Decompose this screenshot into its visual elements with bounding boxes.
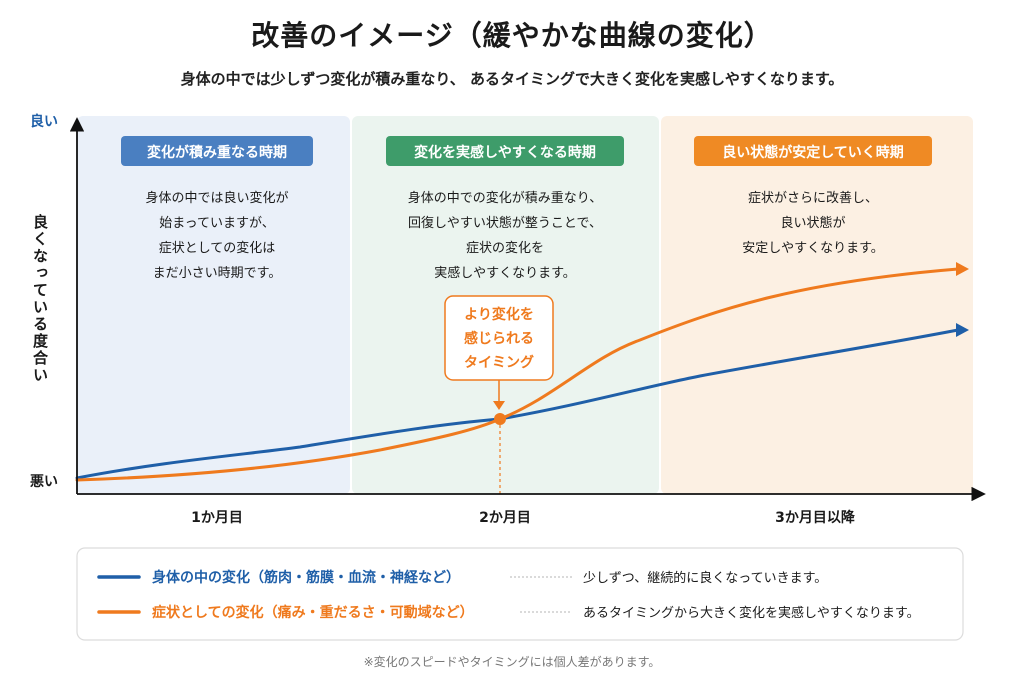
timing-callout-line: より変化を (464, 306, 534, 323)
phase-1-text-line: 始まっていますが、 (159, 216, 275, 231)
phase-3-badge (694, 136, 932, 166)
timing-point-marker (494, 413, 506, 425)
legend-symptom-desc: あるタイミングから大きく変化を実感しやすくなります。 (583, 605, 920, 621)
page-subtitle: 身体の中では少しずつ変化が積み重なり、 あるタイミングで大きく変化を実感しやすく… (180, 70, 844, 88)
footnote: ※変化のスピードやタイミングには個人差があります。 (363, 655, 661, 669)
y-axis-top-label: 良い (30, 113, 58, 130)
legend-box (76, 547, 964, 641)
legend-body-name: 身体の中の変化（筋肉・筋膜・血流・神経など） (152, 569, 460, 586)
phase-2-text-line: 実感しやすくなります。 (434, 265, 576, 281)
phase-3-text-line: 症状がさらに改善し、 (748, 190, 878, 206)
phase-2-text-line: 症状の変化を (466, 240, 544, 256)
timing-callout-line: タイミング (464, 354, 534, 371)
phase-2-text-line: 身体の中での変化が積み重なり、 (408, 190, 602, 206)
phase-2-badge-label: 変化を実感しやすくなる時期 (414, 144, 596, 161)
phase-1-badge (121, 136, 313, 166)
phase-3-text-line: 安定しやすくなります。 (742, 241, 884, 256)
phase-3-badge-label: 良い状態が安定していく時期 (722, 144, 904, 161)
legend-body-desc: 少しずつ、継続的に良くなっていきます。 (583, 570, 827, 586)
x-tick-label: 3か月目以降 (775, 509, 856, 526)
page-title: 改善のイメージ（緩やかな曲線の変化） (251, 19, 773, 52)
phase-3-text-line: 良い状態が (780, 215, 845, 231)
x-tick-label: 2か月目 (479, 510, 531, 526)
phase-1-badge-label: 変化が積み重なる時期 (147, 144, 287, 161)
phase-1-text-line: 身体の中では良い変化が (145, 190, 288, 206)
y-axis-bottom-label: 悪い (30, 474, 58, 490)
phase-2-badge (386, 136, 624, 166)
symptom-change-arrowhead (956, 262, 969, 276)
callout-pointer-arrow (493, 401, 505, 410)
x-tick-label: 1か月目 (191, 510, 243, 526)
phase-3-background (661, 116, 973, 494)
legend-symptom-name: 症状としての変化（痛み・重だるさ・可動域など） (152, 604, 474, 621)
phase-1-text-line: まだ小さい時期です。 (153, 266, 282, 281)
phase-1-text-line: 症状としての変化は (159, 240, 276, 256)
phase-2-text-line: 回復しやすい状態が整うことで、 (408, 215, 602, 231)
phase-1-background (77, 116, 350, 494)
timing-callout-line: 感じられる (464, 330, 534, 347)
body-change-arrowhead (956, 323, 969, 337)
y-axis-title: 良くなっている度合い (31, 213, 49, 384)
